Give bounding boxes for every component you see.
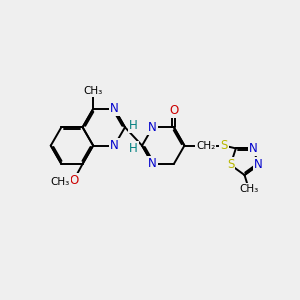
Text: S: S bbox=[227, 158, 234, 171]
Text: N: N bbox=[148, 121, 157, 134]
Text: CH₃: CH₃ bbox=[83, 86, 103, 96]
Text: CH₃: CH₃ bbox=[239, 184, 259, 194]
Text: N: N bbox=[249, 142, 257, 155]
Text: N: N bbox=[254, 158, 263, 171]
Text: O: O bbox=[169, 103, 178, 117]
Text: CH₂: CH₂ bbox=[196, 141, 215, 151]
Text: S: S bbox=[220, 139, 228, 152]
Text: CH₃: CH₃ bbox=[51, 177, 70, 187]
Text: N: N bbox=[148, 158, 157, 170]
Text: N: N bbox=[110, 102, 119, 116]
Text: O: O bbox=[69, 174, 78, 187]
Text: N: N bbox=[110, 139, 119, 152]
Text: H: H bbox=[129, 119, 138, 132]
Text: H: H bbox=[129, 142, 138, 155]
